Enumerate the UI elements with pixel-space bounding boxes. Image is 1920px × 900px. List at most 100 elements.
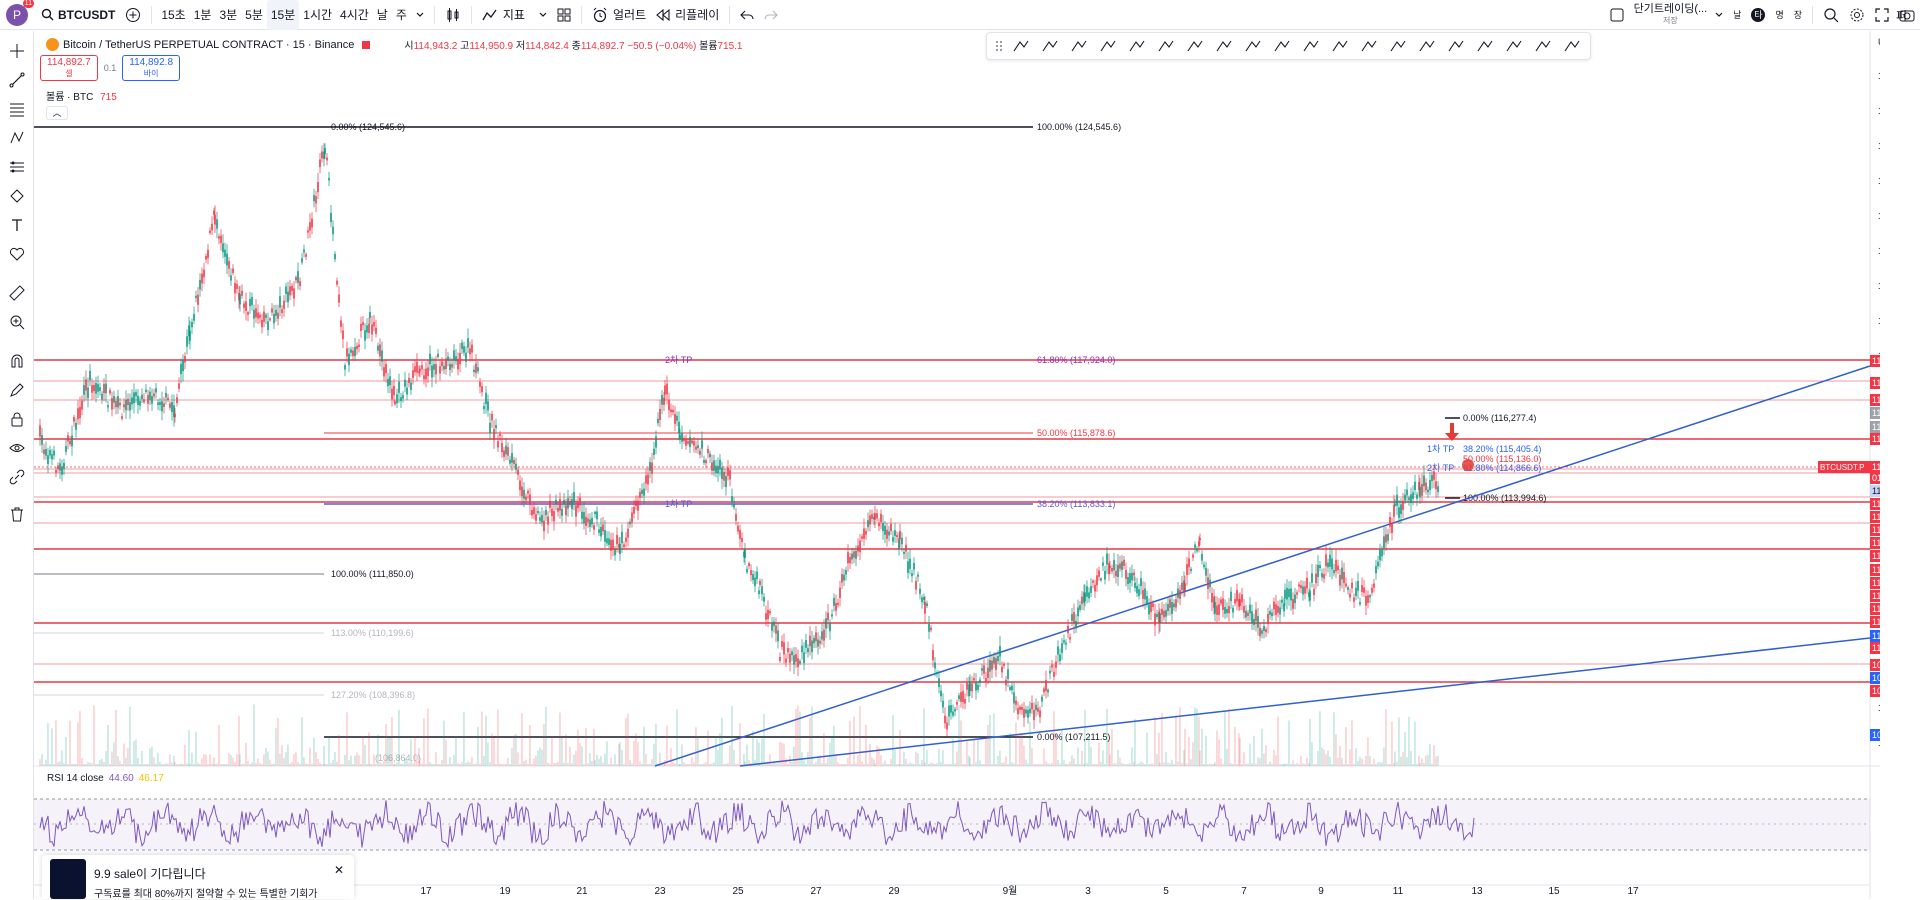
volume-bar bbox=[119, 760, 121, 766]
chart-type-button[interactable] bbox=[440, 0, 466, 30]
quick-tool-1[interactable]: 날 bbox=[1728, 0, 1746, 30]
fib-channel-tool[interactable] bbox=[1006, 34, 1035, 58]
regression-tool[interactable] bbox=[1093, 34, 1122, 58]
volume-bar bbox=[55, 720, 57, 766]
abcd-pattern-tool[interactable] bbox=[1499, 34, 1528, 58]
symbol-search[interactable]: BTCUSDT bbox=[36, 0, 120, 30]
quick-tool-3[interactable]: 명 bbox=[1770, 0, 1788, 30]
indicators-button[interactable]: 지표 bbox=[477, 0, 552, 30]
crosshair-measure-tool[interactable] bbox=[1412, 34, 1441, 58]
interval-0[interactable]: 15초 bbox=[161, 8, 186, 22]
sync-tool[interactable] bbox=[0, 462, 34, 491]
shapes-tool[interactable] bbox=[0, 181, 34, 210]
fib-label: 0.00% (124,545.6) bbox=[331, 122, 405, 132]
remove-drawings-tool[interactable] bbox=[0, 499, 34, 528]
compare-button[interactable] bbox=[120, 0, 146, 30]
publish-label: 퍼 bbox=[1896, 8, 1908, 23]
volume-bar bbox=[873, 759, 875, 766]
rectangle-tool[interactable] bbox=[1267, 34, 1296, 58]
replay-button[interactable]: 리플레이 bbox=[651, 0, 724, 30]
interval-8[interactable]: 주 bbox=[395, 8, 407, 22]
volume-bar bbox=[1437, 755, 1439, 766]
visibility-tool[interactable] bbox=[0, 433, 34, 462]
chart-area[interactable]: 0.00% (124,545.6) 100.00% (124,545.6) 50.0… bbox=[34, 31, 1880, 899]
volume-bar bbox=[95, 763, 97, 766]
trendline-tool[interactable] bbox=[0, 65, 34, 94]
candle-body bbox=[676, 415, 678, 421]
volume-bar bbox=[247, 760, 249, 766]
quick-tool-4[interactable]: 장 bbox=[1789, 0, 1807, 30]
lock-tool[interactable] bbox=[0, 404, 34, 433]
interval-3[interactable]: 5분 bbox=[245, 8, 263, 22]
text-anchor-tool[interactable] bbox=[1383, 34, 1412, 58]
triangle-tool[interactable] bbox=[1354, 34, 1383, 58]
templates-button[interactable] bbox=[552, 0, 576, 30]
candle-body bbox=[991, 660, 993, 670]
interval-5[interactable]: 1시간 bbox=[303, 8, 333, 22]
interval-1[interactable]: 1분 bbox=[193, 8, 212, 22]
drawing-mode-tool[interactable] bbox=[0, 375, 34, 404]
close-icon[interactable]: ✕ bbox=[333, 863, 344, 877]
path-tool[interactable] bbox=[1180, 34, 1209, 58]
interval-dropdown[interactable] bbox=[411, 0, 429, 30]
flag-icon[interactable] bbox=[362, 40, 371, 49]
icons-tool[interactable] bbox=[0, 239, 34, 268]
undo-button[interactable] bbox=[735, 0, 759, 30]
zoom-in-tool[interactable] bbox=[0, 307, 34, 336]
collapse-legend-button[interactable]: ︿ bbox=[46, 106, 68, 120]
price-label-bg bbox=[1870, 685, 1880, 697]
text-tool[interactable] bbox=[0, 210, 34, 239]
price-range-tool[interactable] bbox=[1441, 34, 1470, 58]
interval-4[interactable]: 15분 bbox=[266, 0, 300, 30]
interval-6[interactable]: 4시간 bbox=[340, 8, 369, 22]
volume-bar bbox=[1207, 763, 1209, 766]
volume-bar bbox=[946, 763, 948, 766]
volume-bar bbox=[1245, 763, 1247, 766]
chart-canvas[interactable]: 0.00% (124,545.6) 100.00% (124,545.6)50.0… bbox=[34, 31, 1880, 899]
promo-toast[interactable]: 9.9 sale이 기다립니다 구독료를 최대 80%까지 절약할 수 있는 특… bbox=[42, 855, 354, 900]
redo-button[interactable] bbox=[759, 0, 783, 30]
candle-body bbox=[1306, 577, 1308, 589]
magnet-tool[interactable] bbox=[0, 346, 34, 375]
arrow-down-tool[interactable] bbox=[1122, 34, 1151, 58]
alert-button[interactable]: 얼러트 bbox=[587, 0, 651, 30]
curve-tool[interactable] bbox=[1296, 34, 1325, 58]
buy-button[interactable]: 114,892.8 바이 bbox=[122, 55, 181, 81]
volume-bar bbox=[797, 705, 799, 766]
publish-button[interactable]: 퍼 bbox=[1894, 0, 1920, 30]
crosshair-tool[interactable] bbox=[0, 36, 34, 65]
interval-7[interactable]: 날 bbox=[376, 8, 388, 22]
fib-speed-tool[interactable] bbox=[1035, 34, 1064, 58]
snapshot-button[interactable] bbox=[1894, 0, 1920, 30]
volume-bar bbox=[1015, 722, 1017, 766]
settings-button[interactable] bbox=[1844, 0, 1870, 30]
ray-tool[interactable] bbox=[1209, 34, 1238, 58]
brush-tool[interactable] bbox=[1325, 34, 1354, 58]
candle-body bbox=[1092, 580, 1094, 583]
user-avatar[interactable]: P 11 bbox=[6, 0, 34, 26]
polyline-tool[interactable] bbox=[1238, 34, 1267, 58]
candle-body bbox=[995, 658, 997, 670]
measure-tool[interactable] bbox=[0, 278, 34, 307]
elliott-wave-tool[interactable] bbox=[1470, 34, 1499, 58]
ellipse-tool[interactable] bbox=[1528, 34, 1557, 58]
candle-body bbox=[265, 314, 267, 318]
volume-bar bbox=[1055, 733, 1057, 766]
arrow-up-tool[interactable] bbox=[1151, 34, 1180, 58]
sell-button[interactable]: 114,892.7 셀 bbox=[40, 55, 98, 81]
pattern-tool[interactable] bbox=[0, 123, 34, 152]
volume-bar bbox=[779, 741, 781, 766]
text-note-tool[interactable] bbox=[1557, 34, 1586, 58]
fib-tool[interactable] bbox=[0, 94, 34, 123]
quick-tool-2[interactable]: 타 bbox=[1746, 0, 1770, 30]
layout-selector[interactable]: 단기트레이딩(... 저장 bbox=[1605, 0, 1729, 30]
fullscreen-button[interactable] bbox=[1870, 0, 1894, 30]
interval-2[interactable]: 3분 bbox=[219, 8, 238, 22]
search-button[interactable] bbox=[1818, 0, 1844, 30]
fib-extension-tool[interactable] bbox=[1064, 34, 1093, 58]
volume-bar bbox=[679, 763, 681, 766]
drag-handle[interactable] bbox=[991, 34, 1006, 58]
time-tick: 27 bbox=[810, 886, 822, 897]
volume-bar bbox=[737, 763, 739, 766]
prediction-tool[interactable] bbox=[0, 152, 34, 181]
